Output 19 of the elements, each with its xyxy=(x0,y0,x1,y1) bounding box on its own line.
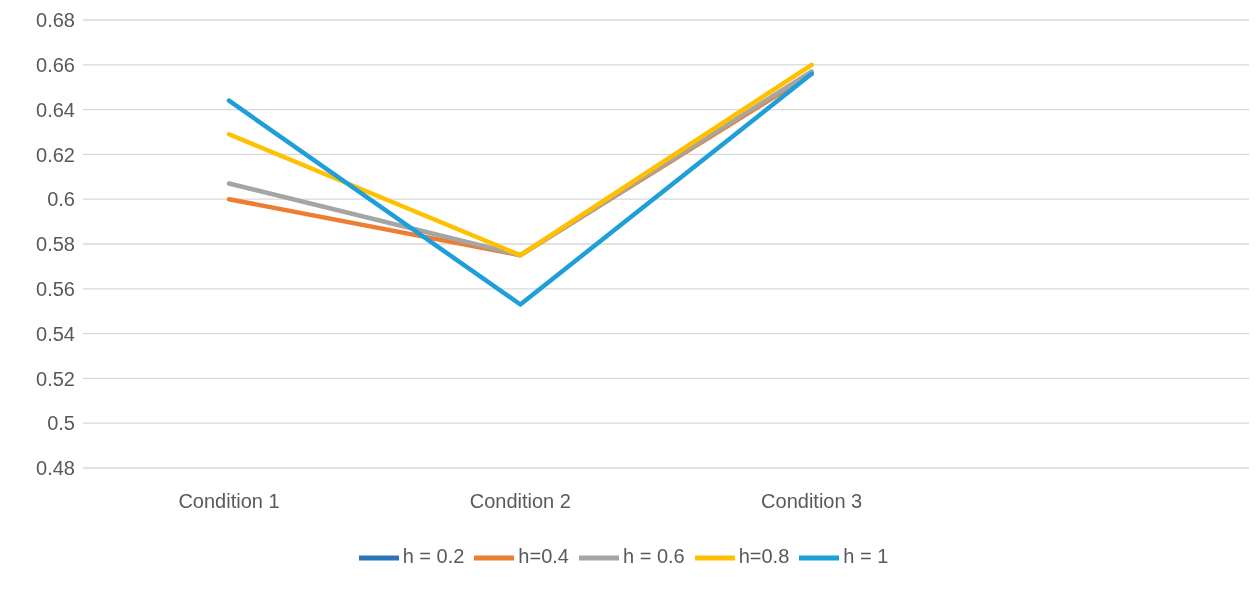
y-tick-label: 0.56 xyxy=(36,277,75,300)
y-tick-label: 0.48 xyxy=(36,457,75,480)
legend-label: h = 1 xyxy=(843,545,889,568)
legend-label: h = 0.2 xyxy=(402,545,465,568)
x-tick-label: Condition 1 xyxy=(178,490,280,513)
legend-label: h=0.4 xyxy=(518,545,569,568)
y-tick-label: 0.64 xyxy=(36,98,75,121)
y-tick-label: 0.62 xyxy=(36,143,75,166)
y-tick-label: 0.6 xyxy=(47,188,75,211)
y-tick-label: 0.68 xyxy=(36,9,75,32)
y-tick-label: 0.66 xyxy=(36,53,75,76)
x-tick-label: Condition 3 xyxy=(761,490,863,513)
legend-label: h = 0.6 xyxy=(622,545,685,568)
y-tick-label: 0.5 xyxy=(47,412,75,435)
legend-label: h=0.8 xyxy=(738,545,790,568)
y-tick-label: 0.52 xyxy=(36,367,75,390)
x-tick-label: Condition 2 xyxy=(469,490,571,513)
y-tick-label: 0.54 xyxy=(36,322,75,345)
y-tick-label: 0.58 xyxy=(36,233,75,256)
